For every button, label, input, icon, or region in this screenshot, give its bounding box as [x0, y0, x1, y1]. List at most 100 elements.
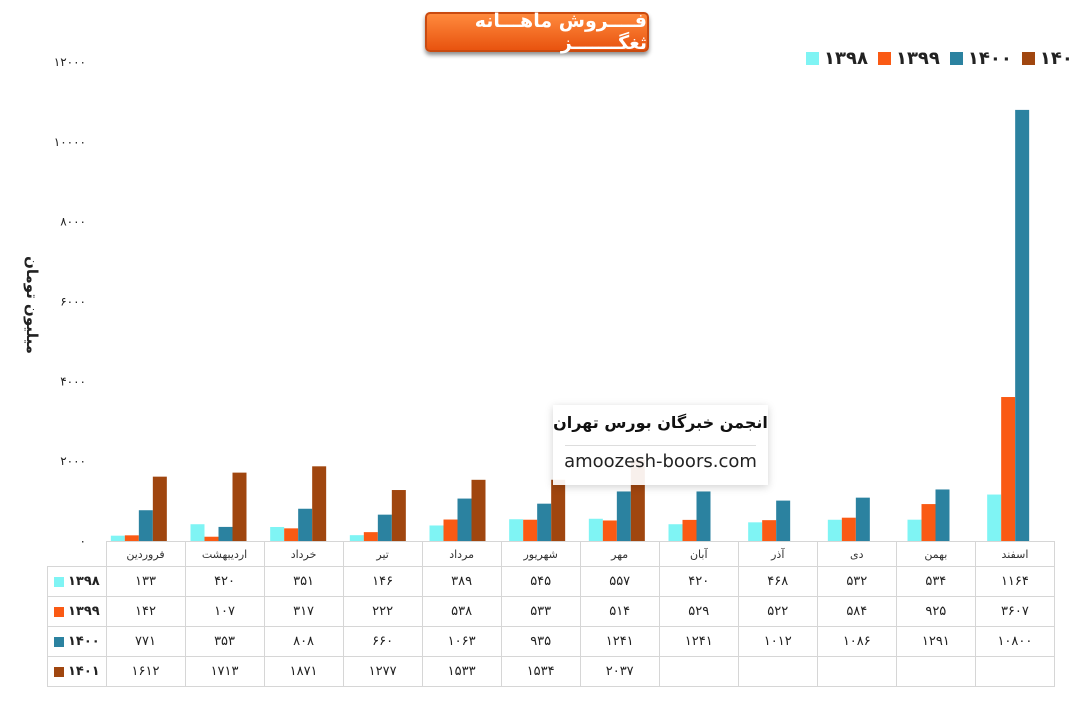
table-cell: ۱۲۹۱ [895, 626, 976, 657]
bar [363, 532, 378, 541]
x-tick-label: مهر [579, 541, 660, 567]
legend: ۱۳۹۸ ۱۳۹۹ ۱۴۰۰ ۱۴۰۱ [800, 46, 1069, 70]
table-cell: ۴۶۸ [737, 566, 818, 597]
legend-label: ۱۴۰۱ [1039, 47, 1069, 69]
bar [907, 519, 922, 541]
bar [377, 514, 392, 541]
table-row-label: ۱۳۹۹ [68, 604, 100, 619]
y-tick-label: ۸۰۰۰ [60, 215, 86, 229]
table-row-header: ۱۳۹۸ [47, 566, 107, 597]
bar [391, 490, 406, 541]
bar [682, 519, 697, 541]
bar [1001, 397, 1016, 541]
table-row: ۱۳۹۹ ۱۴۲ ۱۰۷ ۳۱۷ ۲۲۲ ۵۳۸ ۵۳۳ ۵۱۴ ۵۲۹ ۵۲۲ ۵۸۴ ۹۲۵ ۳۶۰… [47, 596, 1056, 627]
table-cell: ۳۸۹ [421, 566, 502, 597]
legend-item: ۱۳۹۸ [806, 48, 868, 69]
x-tick-label: اردیبهشت [184, 541, 265, 567]
table-row-header: ۱۳۹۹ [47, 596, 107, 627]
table-cell: ۱۴۲ [105, 596, 186, 627]
table-cell: ۱۷۱۳ [184, 656, 265, 687]
bar [841, 517, 856, 541]
bar [987, 494, 1002, 541]
legend-swatch [949, 51, 963, 65]
legend-swatch [1021, 51, 1035, 65]
bar [152, 476, 167, 541]
bar [762, 520, 777, 541]
table-cell: ۱۲۴۱ [658, 626, 739, 657]
chart-title: فــــروش ماهـــانه ثغگـــــــز [425, 10, 649, 54]
bars [110, 109, 1030, 542]
table-cell: ۳۶۰۷ [974, 596, 1056, 627]
bar [429, 525, 444, 541]
table-cell: ۱۰۶۳ [421, 626, 502, 657]
bar [443, 519, 458, 541]
bar [523, 519, 538, 541]
table-cell: ۷۷۱ [105, 626, 186, 657]
bar [921, 504, 936, 541]
table-row-swatch [54, 576, 64, 587]
table-cell: ۵۳۸ [421, 596, 502, 627]
y-axis: ۰ ۲۰۰۰ ۴۰۰۰ ۶۰۰۰ ۸۰۰۰ ۱۰۰۰۰ ۱۲۰۰۰ [54, 55, 86, 548]
y-tick-label: ۴۰۰۰ [60, 374, 86, 388]
bar [616, 491, 631, 541]
table-cell: ۱۰۸۰۰ [974, 626, 1056, 657]
bar [935, 489, 950, 541]
bar [138, 510, 153, 541]
y-tick-label: ۱۲۰۰۰ [54, 55, 86, 69]
legend-item: ۱۳۹۹ [877, 47, 940, 69]
table-cell: ۱۲۷۷ [342, 656, 423, 687]
bar [827, 519, 842, 541]
table-cell: ۱۵۳۴ [500, 656, 581, 687]
x-tick-label: فروردین [105, 541, 186, 567]
table-cell: ۸۰۸ [263, 626, 344, 657]
table-cell: ۵۸۴ [816, 596, 897, 627]
y-axis-label: میلیون تومان [23, 256, 41, 354]
bar [349, 535, 364, 541]
x-tick-label: خرداد [263, 541, 344, 567]
x-tick-label: تیر [342, 541, 423, 567]
bar [232, 472, 247, 541]
table-cell [658, 656, 739, 687]
table-cell: ۱۲۴۱ [579, 626, 660, 657]
legend-label: ۱۴۰۰ [967, 47, 1012, 69]
table-cell: ۵۳۳ [500, 596, 581, 627]
x-tick-label: اسفند [974, 541, 1056, 567]
x-tick-label: مرداد [421, 541, 502, 567]
bar [509, 519, 524, 541]
table-row-swatch [54, 636, 64, 647]
legend-item: ۱۴۰۰ [949, 47, 1012, 69]
watermark-box: انجمن خبرگان بورس تهران amoozesh-boors.c… [553, 405, 768, 485]
legend-label: ۱۳۹۹ [895, 47, 940, 69]
bar [190, 524, 205, 541]
table-cell: ۱۱۶۴ [974, 566, 1056, 597]
bar [471, 479, 486, 541]
x-tick-label: شهریور [500, 541, 581, 567]
table-cell: ۱۰۱۲ [737, 626, 818, 657]
x-tick-label: بهمن [895, 541, 976, 567]
bar [110, 535, 125, 541]
table-cell: ۱۵۳۳ [421, 656, 502, 687]
bar [696, 491, 711, 541]
bar [776, 500, 791, 541]
table-cell: ۵۵۷ [579, 566, 660, 597]
bar [270, 526, 285, 541]
table-row-swatch [54, 606, 64, 617]
bar [312, 466, 327, 541]
bar [551, 479, 566, 541]
bar [668, 524, 683, 541]
legend-swatch [877, 51, 891, 65]
y-tick-label: ۲۰۰۰ [60, 454, 86, 468]
bar [124, 535, 139, 541]
table-cell: ۲۲۲ [342, 596, 423, 627]
table-cell: ۱۶۱۲ [105, 656, 186, 687]
table-cell: ۵۲۲ [737, 596, 818, 627]
watermark-divider [565, 445, 756, 446]
table-cell: ۵۱۴ [579, 596, 660, 627]
table-row-header: ۱۴۰۰ [47, 626, 107, 657]
table-row: ۱۴۰۱ ۱۶۱۲ ۱۷۱۳ ۱۸۷۱ ۱۲۷۷ ۱۵۳۳ ۱۵۳۴ ۲۰۳۷ [47, 656, 1056, 687]
table-cell: ۱۳۳ [105, 566, 186, 597]
bar [218, 526, 233, 541]
table-cell [737, 656, 818, 687]
table-cell: ۴۲۰ [184, 566, 265, 597]
table-row-swatch [54, 666, 64, 677]
